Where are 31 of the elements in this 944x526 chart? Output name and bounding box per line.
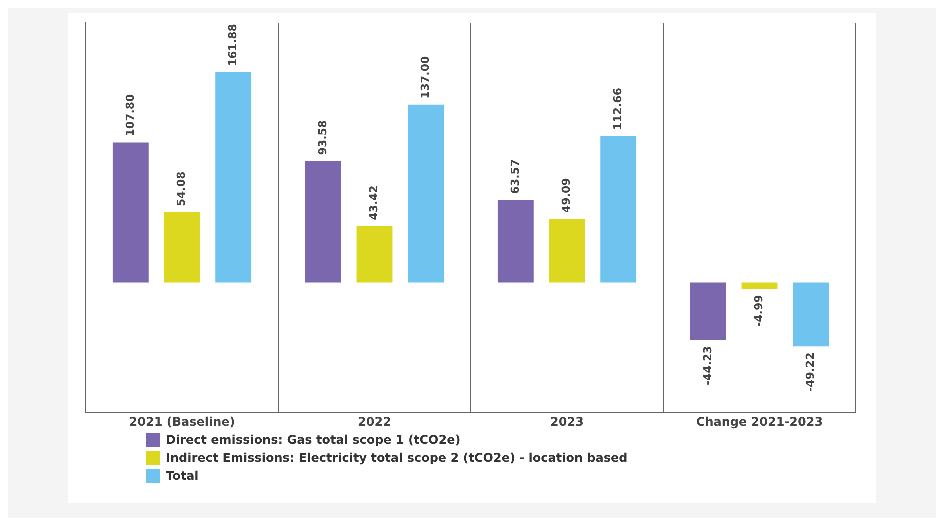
bar	[305, 161, 342, 283]
bar	[356, 226, 393, 283]
data-label: 49.09	[560, 178, 574, 213]
x-tick-label: Change 2021-2023	[696, 414, 824, 429]
data-label: 54.08	[175, 172, 188, 206]
bar	[793, 282, 830, 347]
data-label: -49.22	[804, 352, 817, 392]
data-label: 93.58	[316, 120, 330, 156]
x-tick-label: 2022	[358, 414, 392, 429]
bar	[690, 282, 726, 340]
data-label: -4.99	[752, 295, 766, 327]
data-label: 107.80	[124, 94, 137, 137]
data-label: 43.42	[368, 186, 381, 220]
data-label: 161.88	[226, 24, 240, 67]
legend-label: Indirect Emissions: Electricity total scope 2 (tCO2e) - location based	[166, 451, 628, 465]
data-label: -44.23	[701, 346, 714, 386]
bar	[164, 212, 200, 283]
legend-label: Direct emissions: Gas total scope 1 (tCO2e)	[166, 433, 461, 447]
bar	[498, 200, 534, 283]
legend-label: Total	[166, 469, 199, 483]
bar	[742, 282, 778, 290]
bar	[216, 72, 252, 283]
bar	[112, 142, 149, 283]
x-tick-label: 2021 (Baseline)	[129, 414, 236, 429]
bar	[408, 104, 444, 283]
x-tick-label: 2023	[550, 414, 584, 429]
data-label: 137.00	[418, 56, 432, 99]
data-label: 63.57	[508, 159, 522, 194]
bar	[600, 136, 637, 283]
bar	[549, 218, 586, 283]
data-label: 112.66	[611, 88, 624, 130]
